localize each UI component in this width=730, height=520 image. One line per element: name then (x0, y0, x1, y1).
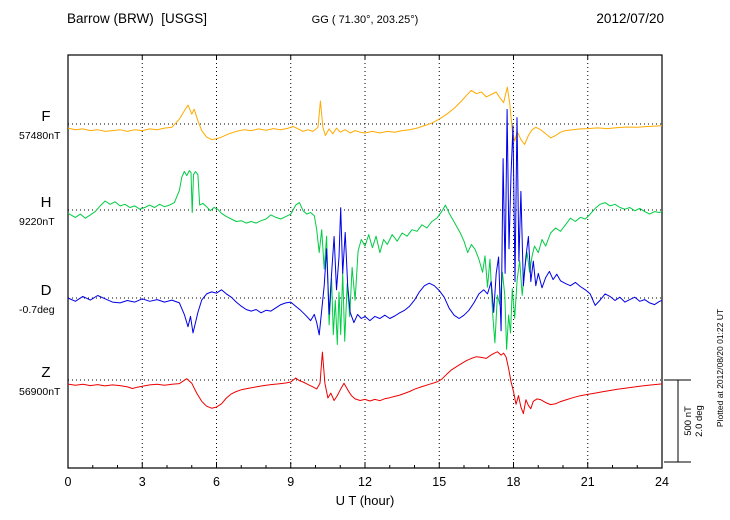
trace-F (67, 86, 663, 145)
axis-ticks (67, 55, 663, 468)
plot-frame (67, 54, 663, 469)
series-letter-D: D (41, 282, 52, 299)
trace-Z (67, 351, 663, 415)
x-tick-label-6: 6 (213, 475, 220, 489)
series-baseline-value-D: -0.7deg (19, 304, 55, 316)
series-baseline-value-H: 9220nT (19, 216, 55, 228)
trace-H (67, 170, 663, 350)
scale-deg-label: 2.0 deg (694, 405, 705, 437)
x-tick-label-21: 21 (581, 475, 595, 489)
series-letter-Z: Z (41, 364, 50, 381)
plot-date: 2012/07/20 (596, 11, 664, 26)
axis-tick-labels: 0 3 6 9 12 15 18 21 24 (65, 475, 669, 489)
x-tick-label-24: 24 (655, 475, 669, 489)
series-baseline-value-F: 57480nT (19, 130, 61, 142)
x-tick-label-15: 15 (432, 475, 446, 489)
station-title: Barrow (BRW) [USGS] (67, 11, 208, 26)
series-labels: F 57480nT H 9220nT D -0.7deg Z 56900nT (19, 108, 61, 398)
x-tick-label-12: 12 (358, 475, 372, 489)
amplitude-scale-bar (664, 379, 691, 463)
x-tick-label-3: 3 (139, 475, 146, 489)
series-letter-F: F (41, 108, 50, 125)
trace-D (67, 108, 663, 336)
x-tick-label-18: 18 (507, 475, 521, 489)
x-tick-label-0: 0 (65, 475, 72, 489)
x-tick-label-9: 9 (287, 475, 294, 489)
series-letter-H: H (41, 194, 52, 211)
traces (67, 86, 663, 415)
plotted-at-note: Plotted at 2012/08/20 01:22 UT (715, 309, 725, 427)
gg-coordinates: GG ( 71.30°, 203.25°) (311, 14, 419, 26)
x-axis-label: U T (hour) (336, 493, 395, 508)
series-baseline-value-Z: 56900nT (19, 386, 61, 398)
scale-nt-label: 500 nT (683, 406, 694, 436)
baseline-lines (68, 123, 662, 381)
